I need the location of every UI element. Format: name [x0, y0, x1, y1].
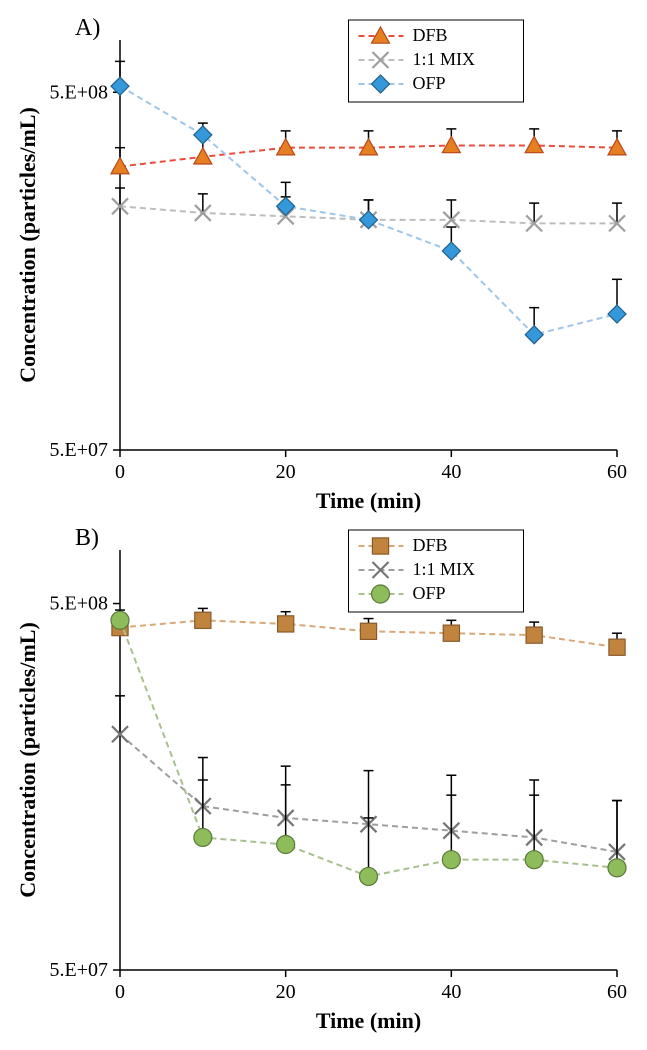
figure-container: A) 0 20 40 60 5.E+07 5.E+08 Time (min) Concentra… [10, 10, 637, 1040]
legend-label: 1:1 MIX [413, 49, 476, 69]
legend-label: OFP [413, 73, 446, 93]
y-tick-label: 5.E+07 [50, 439, 109, 461]
x-axis-label: Time (min) [316, 488, 421, 513]
y-axis-label: Concentration (particles/mL) [15, 622, 40, 898]
x-tick-label: 20 [276, 461, 296, 483]
panel-tag: B) [75, 525, 99, 551]
legend-label: DFB [413, 25, 448, 45]
x-tick-label: 60 [607, 461, 627, 483]
y-axis-label: Concentration (particles/mL) [15, 107, 40, 383]
panel-tag: A) [75, 15, 100, 41]
y-tick-label: 5.E+08 [50, 593, 109, 615]
x-axis-label: Time (min) [316, 1008, 421, 1033]
legend-label: DFB [413, 535, 448, 555]
x-tick-label: 0 [115, 981, 125, 1003]
x-tick-label: 60 [607, 981, 627, 1003]
y-tick-label: 5.E+08 [50, 81, 109, 103]
x-tick-label: 0 [115, 461, 125, 483]
x-tick-label: 40 [441, 461, 461, 483]
panel-b: B) 0 20 40 60 5.E+07 5.E+08 Time (min) Concentra… [10, 520, 637, 1040]
panel-a-svg: A) 0 20 40 60 5.E+07 5.E+08 Time (min) Concentra… [10, 10, 637, 520]
legend-label: 1:1 MIX [413, 559, 476, 579]
y-tick-label: 5.E+07 [50, 959, 109, 981]
legend-label: OFP [413, 583, 446, 603]
panel-a: A) 0 20 40 60 5.E+07 5.E+08 Time (min) Concentra… [10, 10, 637, 520]
x-tick-label: 20 [276, 981, 296, 1003]
x-tick-label: 40 [441, 981, 461, 1003]
panel-b-svg: B) 0 20 40 60 5.E+07 5.E+08 Time (min) Concentra… [10, 520, 637, 1040]
